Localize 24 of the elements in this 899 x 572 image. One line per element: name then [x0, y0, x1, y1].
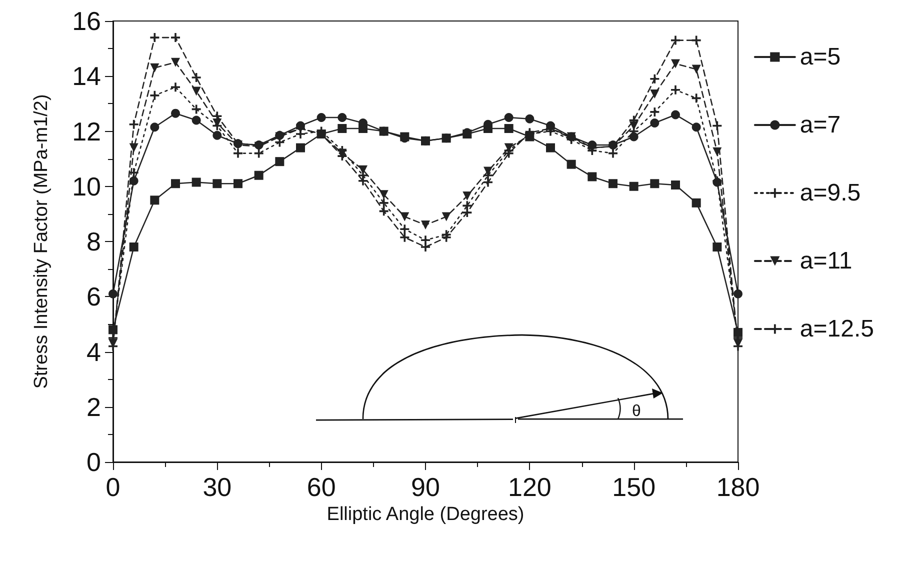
y-tick-label: 10 — [72, 171, 101, 202]
legend-label: a=9.5 — [800, 180, 861, 206]
x-tick-label: 30 — [202, 472, 232, 502]
x-tick-label: 120 — [508, 472, 552, 502]
x-tick-label: 90 — [411, 472, 440, 502]
y-tick-label: 16 — [72, 6, 101, 36]
x-axis-title: Elliptic Angle (Degrees) — [326, 504, 524, 525]
legend-label: a=11 — [800, 248, 852, 274]
y-tick-label: 14 — [72, 61, 101, 92]
legend-label: a=5 — [800, 44, 841, 70]
x-tick-label: 0 — [106, 472, 120, 502]
x-tick-label: 180 — [716, 472, 760, 502]
y-tick-label: 8 — [86, 226, 101, 256]
y-tick-label: 12 — [72, 116, 101, 146]
x-tick-label: 150 — [612, 472, 656, 502]
y-tick-label: 0 — [86, 447, 101, 477]
legend-label: a=7 — [800, 112, 841, 138]
y-axis-title: Stress Intensity Factor (MPa-m1/2) — [31, 94, 52, 389]
x-tick-label: 60 — [306, 472, 336, 502]
y-tick-label: 6 — [86, 282, 101, 312]
annotation: θ — [632, 403, 641, 420]
legend-label: a=12.5 — [800, 316, 874, 342]
y-tick-label: 2 — [86, 392, 101, 422]
y-tick-label: 4 — [86, 336, 101, 367]
